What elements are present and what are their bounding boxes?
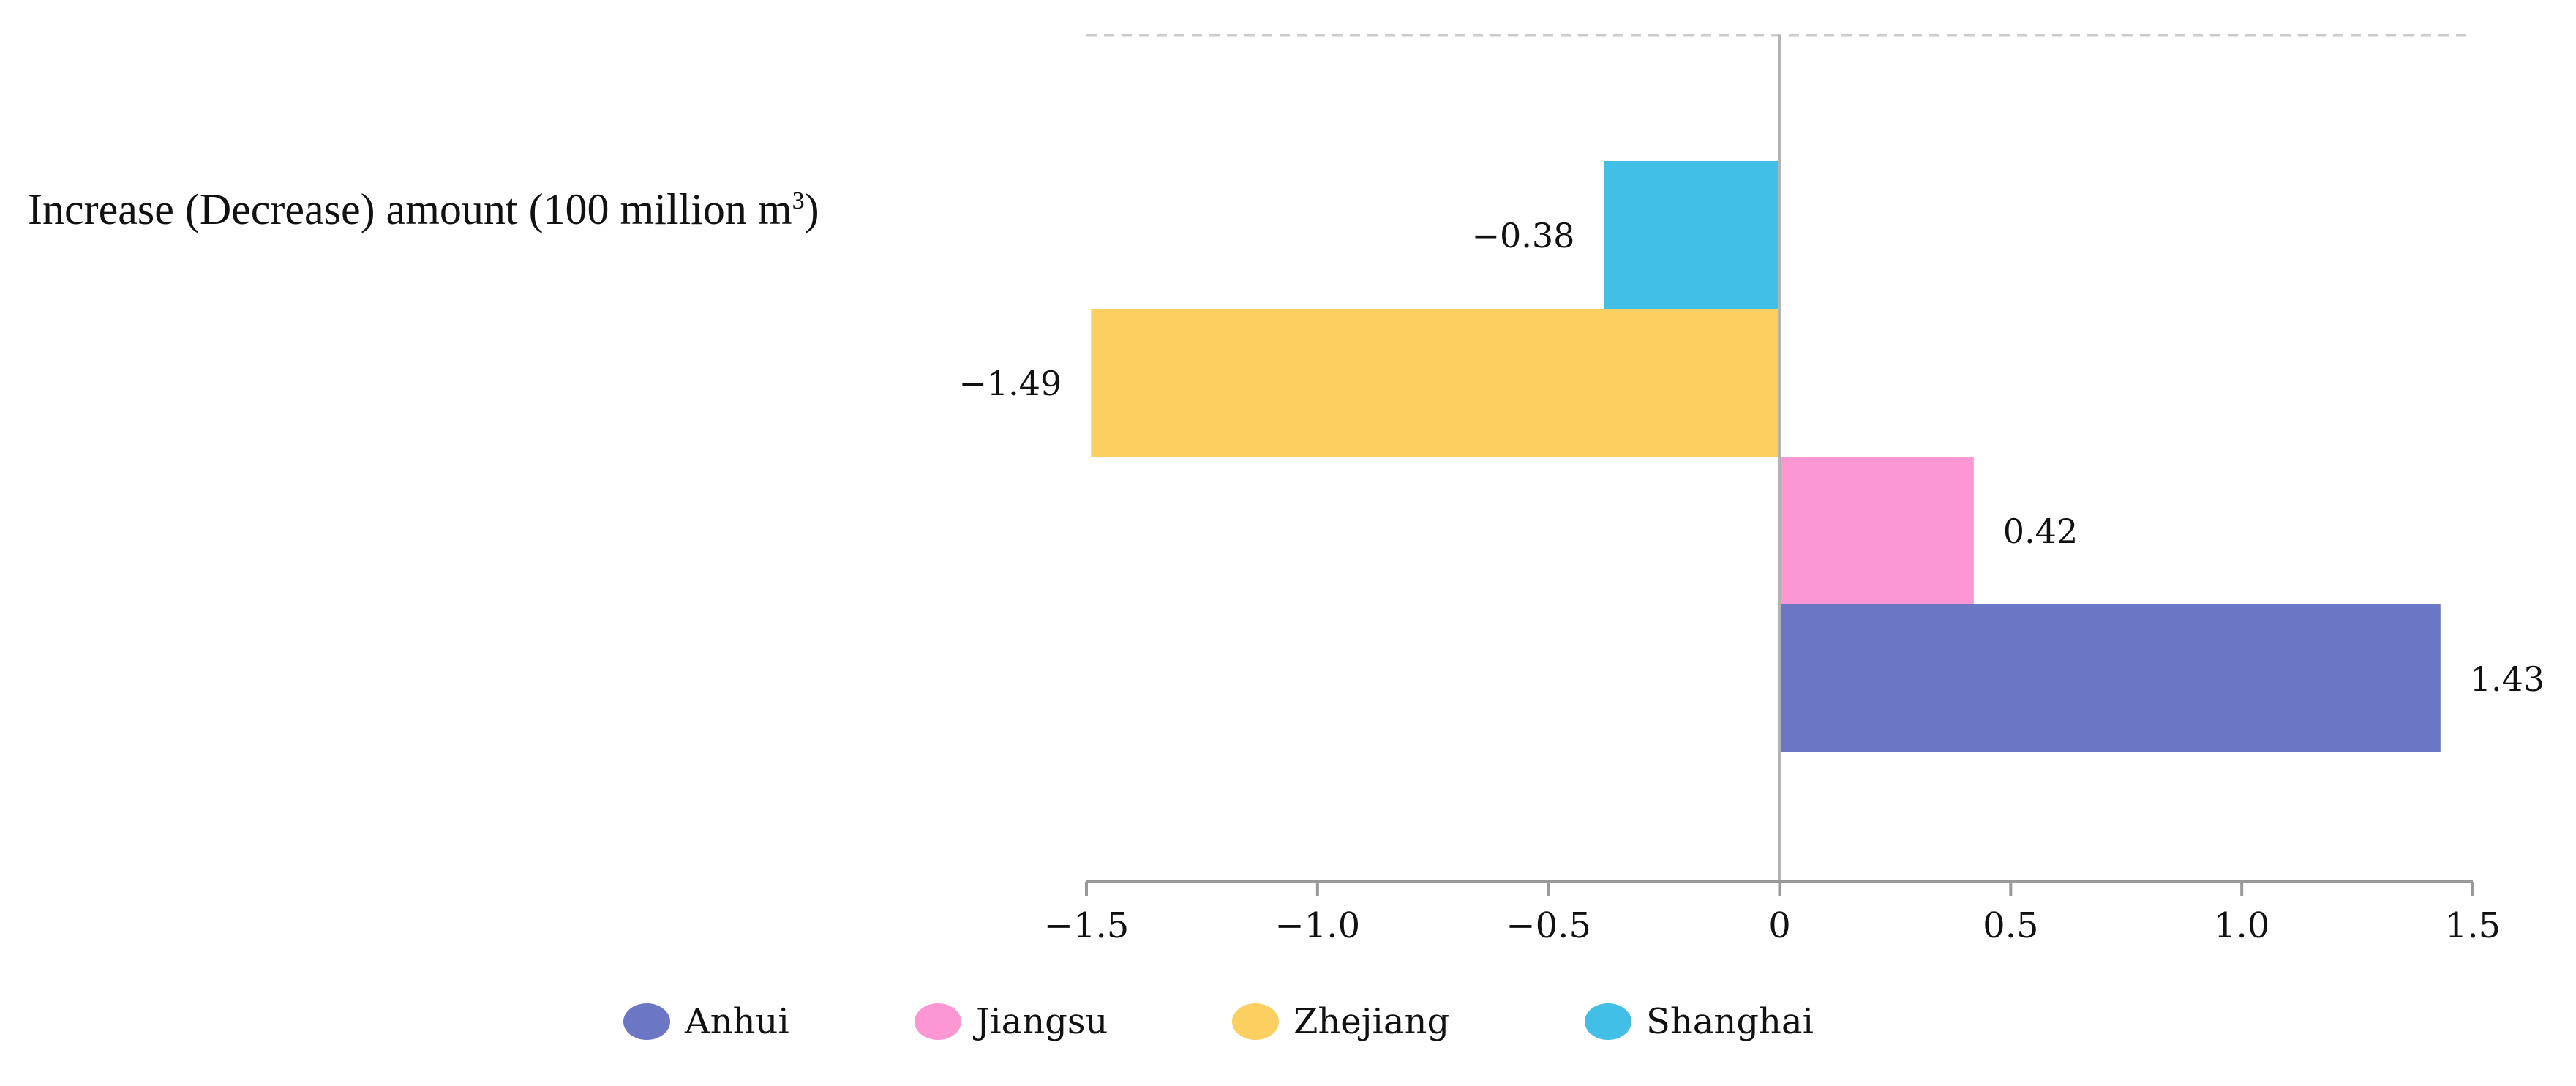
x-tick-label: 1.5 xyxy=(2445,905,2501,946)
bar-shanghai xyxy=(1604,161,1780,309)
data-label-jiangsu: 0.42 xyxy=(2003,512,2078,551)
legend-swatch-jiangsu xyxy=(915,1003,961,1040)
legend-item-anhui[interactable]: Anhui xyxy=(623,1001,789,1042)
bar-zhejiang xyxy=(1091,309,1780,457)
x-tick-label: 0 xyxy=(1768,905,1791,946)
x-tick-label: −1.0 xyxy=(1275,905,1361,946)
legend-item-shanghai[interactable]: Shanghai xyxy=(1585,1001,1814,1042)
x-tick-label: 1.0 xyxy=(2214,905,2269,946)
legend-swatch-zhejiang xyxy=(1232,1003,1279,1040)
data-label-zhejiang: −1.49 xyxy=(958,364,1062,403)
data-label-shanghai: −0.38 xyxy=(1471,216,1574,255)
x-tick-label: 0.5 xyxy=(1983,905,2038,946)
legend-label-anhui: Anhui xyxy=(685,1001,789,1042)
bar-jiangsu xyxy=(1779,457,1974,604)
y-axis-title-superscript: 3 xyxy=(792,187,805,214)
bar-chart: −0.38 −1.49 0.42 1.43 −1.5 −1.0 −0.5 0 0.5 1.0 1.5 xyxy=(958,34,2545,946)
y-axis-title-close: ) xyxy=(804,185,819,233)
legend-swatch-shanghai xyxy=(1585,1003,1631,1040)
legend-label-jiangsu: Jiangsu xyxy=(976,1001,1108,1042)
y-axis-title-text: Increase (Decrease) amount (100 million … xyxy=(28,185,792,233)
legend-item-zhejiang[interactable]: Zhejiang xyxy=(1232,1001,1449,1042)
legend-swatch-anhui xyxy=(623,1003,670,1040)
legend-label-zhejiang: Zhejiang xyxy=(1293,1001,1450,1042)
data-label-anhui: 1.43 xyxy=(2470,659,2545,699)
legend-item-jiangsu[interactable]: Jiangsu xyxy=(915,1001,1108,1042)
x-tick-label: −0.5 xyxy=(1506,905,1591,946)
legend-label-shanghai: Shanghai xyxy=(1646,1001,1814,1042)
x-tick-label: −1.5 xyxy=(1044,905,1130,946)
legend: Anhui Jiangsu Zhejiang Shanghai xyxy=(0,1001,2576,1060)
bar-anhui xyxy=(1779,604,2441,752)
y-axis-title: Increase (Decrease) amount (100 million … xyxy=(28,184,819,235)
